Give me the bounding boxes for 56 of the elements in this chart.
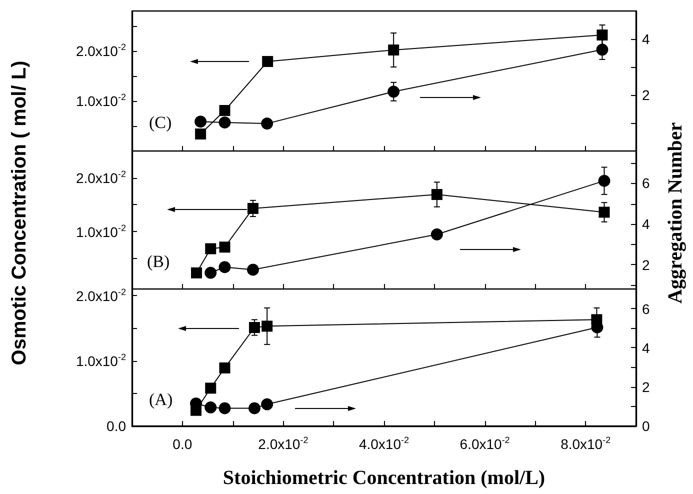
y2-tick-label: 2 [642, 256, 650, 273]
point [246, 264, 259, 276]
point [194, 116, 207, 128]
x-tick-label: 8.0x10$^{-2}$ [560, 435, 611, 452]
point [262, 56, 274, 67]
point [248, 322, 260, 333]
point [219, 242, 230, 253]
point [205, 382, 216, 394]
point [261, 398, 274, 410]
point [248, 402, 260, 414]
point [218, 261, 231, 274]
x-tick-label: 2.0x10$^{-2}$ [258, 435, 308, 452]
y-tick-label: 1.0x10$^{-2}$ [76, 92, 126, 109]
point [388, 86, 400, 98]
y-tick-label: 0.0 [106, 418, 126, 434]
y2-tick-label: 2 [642, 378, 650, 395]
y2-tick-label: 2 [642, 87, 650, 103]
annotation: (B) [147, 252, 170, 271]
y2-tick-label: 4 [642, 31, 650, 47]
y-tick-label: 1.0x10$^{-2}$ [76, 352, 126, 369]
point [205, 243, 216, 254]
x-tick-label: 6.0x10$^{-2}$ [460, 435, 510, 452]
point [219, 105, 230, 116]
point [218, 402, 231, 414]
point [388, 44, 400, 56]
y-tick-label: 2.0x10$^{-2}$ [76, 286, 126, 304]
point [204, 266, 217, 279]
y-tick-label: 2.0x10$^{-2}$ [76, 168, 126, 186]
y2-axis-title: Aggregation Number [664, 122, 688, 304]
point [247, 202, 258, 214]
point [596, 44, 608, 56]
y2-tick-label: 4 [642, 216, 650, 232]
point [204, 401, 217, 414]
point [431, 188, 442, 200]
y-axis-title: Osmotic Concentration ( mol/ L) [8, 60, 32, 366]
point [430, 228, 443, 240]
annotation: (C) [149, 113, 172, 132]
point [262, 320, 273, 332]
y2-tick-label: 0 [642, 418, 650, 434]
point [596, 30, 608, 40]
point [218, 116, 231, 128]
annotation: (A) [149, 390, 173, 409]
y2-tick-label: 6 [642, 300, 650, 317]
point [219, 362, 230, 374]
y2-tick-label: 6 [642, 175, 650, 192]
point [598, 174, 610, 187]
point [598, 206, 610, 218]
y-tick-label: 1.0x10$^{-2}$ [76, 222, 126, 240]
x-tick-label: 4.0x10$^{-2}$ [358, 435, 410, 452]
x-tick-label: 0.0 [172, 436, 192, 452]
y2-tick-label: 4 [642, 340, 650, 356]
point [261, 118, 274, 130]
point [191, 267, 202, 278]
point [195, 128, 206, 140]
x-axis-title: Stoichiometric Concentration (mol/L) [222, 467, 546, 489]
y-tick-label: 2.0x10$^{-2}$ [76, 42, 126, 59]
